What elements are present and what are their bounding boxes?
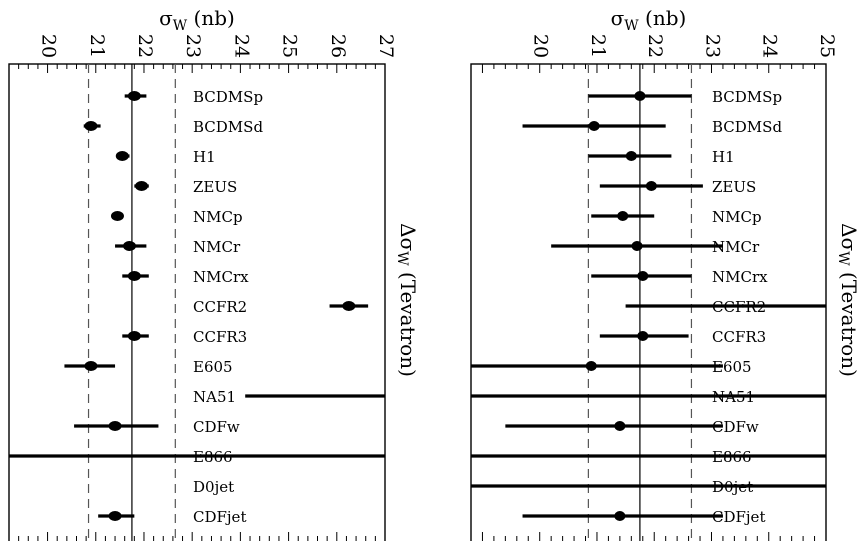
data-point (110, 211, 124, 221)
data-point (108, 421, 122, 431)
chart-panel-1: 20 21 22 23 24 25 26 27 σW (nb) ΔσW (Tevatron) BCD… (8, 6, 421, 541)
experiment-label: CDFw (712, 418, 759, 436)
experiment-label: BCDMSp (712, 88, 782, 106)
experiment-label: NMCr (712, 238, 760, 256)
experiment-label: E866 (712, 448, 752, 466)
data-point (127, 331, 141, 341)
data-point (127, 271, 141, 281)
data-point (123, 241, 137, 251)
experiment-label: NA51 (193, 388, 236, 406)
side-label: ΔσW (Tevatron) (394, 223, 421, 377)
experiment-label: BCDMSd (712, 118, 782, 136)
data-point (585, 361, 597, 371)
x-tick-label: 24 (230, 34, 252, 58)
data-point (645, 181, 657, 191)
data-point (634, 91, 646, 101)
x-tick-label: 26 (327, 34, 349, 58)
side-label: ΔσW (Tevatron) (835, 223, 861, 377)
experiment-label: E605 (193, 358, 233, 376)
experiment-label: E866 (193, 448, 233, 466)
experiment-label: D0jet (193, 478, 234, 496)
data-point (625, 151, 637, 161)
data-point (588, 121, 600, 131)
x-tick-label: 20 (38, 34, 60, 58)
data-point (614, 421, 626, 431)
experiment-label: ZEUS (712, 178, 756, 196)
experiment-label: CDFw (193, 418, 240, 436)
experiment-label: NMCr (193, 238, 241, 256)
x-tick-label: 23 (701, 34, 723, 58)
x-tick-label: 25 (816, 34, 838, 58)
data-point (614, 511, 626, 521)
experiment-label: BCDMSd (193, 118, 263, 136)
x-tick-label: 22 (134, 34, 156, 58)
experiment-label: NMCrx (193, 268, 249, 286)
experiment-label: NMCrx (712, 268, 768, 286)
experiment-label: CCFR2 (193, 298, 247, 316)
data-point (617, 211, 629, 221)
data-point (637, 331, 649, 341)
experiment-label: CDFjet (712, 508, 765, 526)
experiment-label: H1 (193, 148, 216, 166)
experiment-label: H1 (712, 148, 735, 166)
experiment-label: CDFjet (193, 508, 246, 526)
experiment-label: ZEUS (193, 178, 237, 196)
data-point (631, 241, 643, 251)
data-point (637, 271, 649, 281)
x-tick-label: 25 (279, 34, 301, 58)
x-tick-label: 21 (86, 34, 108, 58)
experiment-label: CCFR3 (193, 328, 247, 346)
experiment-label: CCFR2 (712, 298, 766, 316)
x-tick-label: 22 (644, 34, 666, 58)
experiment-label: E605 (712, 358, 752, 376)
data-point (127, 91, 141, 101)
x-tick-label: 23 (182, 34, 204, 58)
data-point (342, 301, 356, 311)
data-point (108, 511, 122, 521)
experiment-label: NMCp (193, 208, 243, 226)
chart-panel-2: 20 21 22 23 24 25 σW (nb) ΔσW (Tevatron) BCDMSp B… (470, 6, 861, 541)
plot-frame (8, 63, 386, 541)
experiment-label: CCFR3 (712, 328, 766, 346)
data-point (135, 181, 149, 191)
axis-title: σW (nb) (611, 6, 687, 34)
x-tick-label: 27 (375, 34, 397, 58)
x-tick-label: 24 (759, 34, 781, 58)
data-point (84, 361, 98, 371)
x-tick-label: 20 (530, 34, 552, 58)
experiment-label: NMCp (712, 208, 762, 226)
x-tick-label: 21 (587, 34, 609, 58)
axis-title: σW (nb) (159, 6, 235, 34)
data-point (84, 121, 98, 131)
experiment-label: D0jet (712, 478, 753, 496)
experiment-label: NA51 (712, 388, 755, 406)
experiment-label: BCDMSp (193, 88, 263, 106)
data-point (115, 151, 129, 161)
